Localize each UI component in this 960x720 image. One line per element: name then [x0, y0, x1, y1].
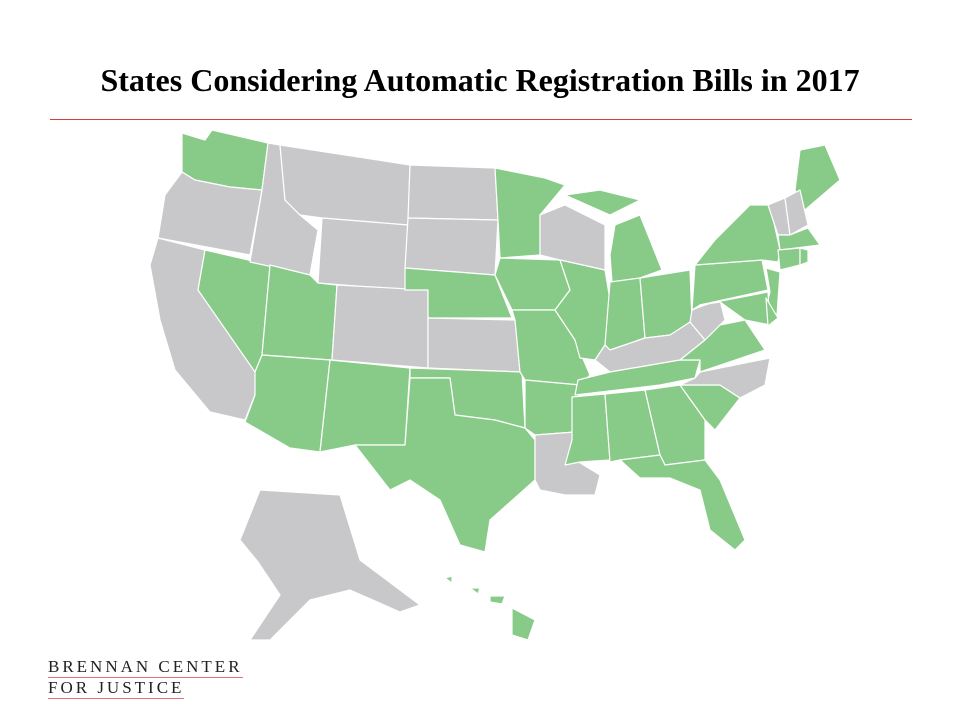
state-ak: [239, 489, 421, 641]
state-shape-nm: [319, 359, 411, 453]
state-shape-mt: [279, 144, 411, 226]
state-md: [699, 291, 771, 326]
logo-line-1: BRENNAN CENTER: [48, 657, 243, 678]
state-shape-de: [765, 297, 779, 327]
state-tx: [354, 377, 536, 553]
state-az: [244, 354, 331, 453]
state-de: [765, 297, 779, 327]
state-mt: [279, 144, 411, 226]
state-shape-sd: [404, 217, 499, 276]
state-co: [331, 284, 429, 369]
state-ma: [777, 227, 821, 251]
state-shape-ri: [799, 247, 809, 266]
state-sd: [404, 217, 499, 276]
state-shape-ny: [694, 204, 781, 266]
state-shape-me: [794, 144, 841, 211]
state-shape-hi: [511, 607, 536, 641]
state-shape-nc: [679, 357, 771, 399]
state-shape-co: [331, 284, 429, 369]
state-tn: [574, 359, 701, 396]
state-shape-tx: [354, 377, 536, 553]
state-shape-fl: [619, 454, 746, 551]
state-shape-nh: [784, 189, 809, 236]
state-shape-az: [244, 354, 331, 453]
state-ct: [777, 247, 801, 271]
state-me: [794, 144, 841, 211]
state-shape-mi: [564, 189, 641, 216]
state-nd: [407, 164, 499, 221]
state-ny: [694, 204, 781, 266]
state-nh: [784, 189, 809, 236]
state-shape-in: [604, 277, 646, 351]
state-nc: [679, 357, 771, 399]
state-shape-ct: [777, 247, 801, 271]
state-shape-ak: [239, 489, 421, 641]
state-shape-md: [699, 291, 771, 326]
state-shape-mi: [609, 214, 663, 283]
state-shape-nd: [407, 164, 499, 221]
state-ms: [564, 393, 611, 466]
state-ri: [799, 247, 809, 266]
state-il: [554, 259, 611, 361]
state-shape-wy: [317, 217, 409, 291]
state-nm: [319, 359, 411, 453]
brennan-center-logo: BRENNAN CENTER FOR JUSTICE: [48, 657, 243, 699]
state-shape-ms: [564, 393, 611, 466]
state-ks: [427, 317, 521, 373]
page-title: States Considering Automatic Registratio…: [100, 62, 860, 98]
state-shape-ma: [777, 227, 821, 251]
state-fl: [619, 454, 746, 551]
state-mi: [564, 189, 663, 283]
state-shape-tn: [574, 359, 701, 396]
state-in: [604, 277, 646, 351]
state-shape-il: [554, 259, 611, 361]
state-wy: [317, 217, 409, 291]
state-shape-ks: [427, 317, 521, 373]
title-divider: [50, 119, 912, 120]
state-shape-hi: [444, 575, 453, 584]
state-shape-hi: [469, 587, 481, 595]
state-shape-hi: [489, 595, 506, 605]
logo-line-2: FOR JUSTICE: [48, 678, 185, 699]
state-hi: [444, 575, 536, 641]
